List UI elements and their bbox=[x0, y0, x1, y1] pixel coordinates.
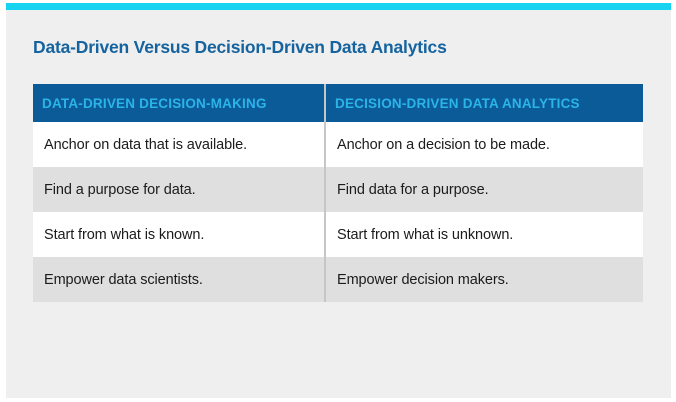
table-cell: Anchor on data that is available. bbox=[33, 122, 324, 167]
column-divider bbox=[324, 167, 326, 212]
column-divider bbox=[324, 257, 326, 302]
table-header-right: DECISION-DRIVEN DATA ANALYTICS bbox=[326, 84, 643, 122]
table-cell: Find data for a purpose. bbox=[326, 167, 643, 212]
page-title: Data-Driven Versus Decision-Driven Data … bbox=[33, 37, 447, 57]
table-header-left: DATA-DRIVEN DECISION-MAKING bbox=[33, 84, 324, 122]
table-cell: Anchor on a decision to be made. bbox=[326, 122, 643, 167]
table-cell: Find a purpose for data. bbox=[33, 167, 324, 212]
table-cell: Empower decision makers. bbox=[326, 257, 643, 302]
table-cell: Empower data scientists. bbox=[33, 257, 324, 302]
table-cell: Start from what is unknown. bbox=[326, 212, 643, 257]
comparison-table: DATA-DRIVEN DECISION-MAKING DECISION-DRI… bbox=[33, 84, 643, 302]
column-divider bbox=[324, 84, 326, 122]
column-divider bbox=[324, 122, 326, 167]
content-card: Data-Driven Versus Decision-Driven Data … bbox=[6, 3, 671, 398]
table-cell: Start from what is known. bbox=[33, 212, 324, 257]
column-divider bbox=[324, 212, 326, 257]
